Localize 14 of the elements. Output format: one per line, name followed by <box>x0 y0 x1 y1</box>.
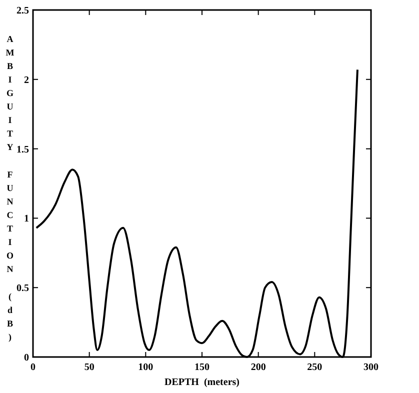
y-tick-label: 2 <box>24 74 29 86</box>
x-tick-label: 200 <box>250 362 266 373</box>
y-tick-label: 0 <box>24 352 29 364</box>
x-tick-label: 50 <box>84 362 94 373</box>
x-tick-label: 300 <box>364 362 378 373</box>
y-tick-label: 0.5 <box>16 283 29 294</box>
text: AMBIGUITY FUNCTION (dB) <box>6 34 14 342</box>
x-tick-label: 250 <box>307 362 322 373</box>
y-tick-label: 1.5 <box>16 144 29 156</box>
y-tick-label: 2.5 <box>16 6 29 16</box>
y-tick-label: 1 <box>24 214 29 225</box>
x-axis-title: DEPTH (meters) <box>164 377 240 388</box>
x-tick-label: 100 <box>138 362 154 373</box>
x-tick-label: 150 <box>194 362 210 373</box>
